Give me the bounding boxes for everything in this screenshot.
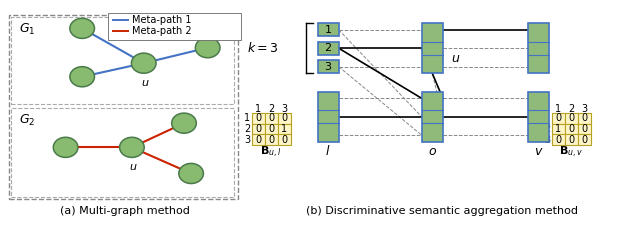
FancyBboxPatch shape [422,23,443,73]
Text: 3: 3 [244,135,250,145]
FancyBboxPatch shape [578,113,591,124]
Text: $o$: $o$ [428,145,437,158]
Circle shape [53,137,78,158]
Text: 0: 0 [581,124,588,134]
FancyBboxPatch shape [108,13,241,40]
FancyBboxPatch shape [317,23,339,36]
Text: 0: 0 [268,113,275,123]
Text: 0: 0 [568,124,574,134]
Text: $\mathbf{B}_{u,l}$: $\mathbf{B}_{u,l}$ [260,145,282,160]
FancyBboxPatch shape [265,124,278,134]
Text: 3: 3 [544,135,550,145]
Text: 3: 3 [581,104,588,113]
Text: $G_2$: $G_2$ [19,112,36,128]
FancyBboxPatch shape [422,92,443,142]
Text: $l$: $l$ [325,144,331,158]
Text: (b) Discriminative semantic aggregation method: (b) Discriminative semantic aggregation … [306,206,578,216]
Text: 0: 0 [556,135,561,145]
Text: 2: 2 [244,124,250,134]
FancyBboxPatch shape [578,124,591,134]
Text: 2: 2 [568,104,575,113]
Text: $G_1$: $G_1$ [19,22,36,37]
FancyBboxPatch shape [552,134,565,145]
Text: 0: 0 [281,113,287,123]
Text: 0: 0 [568,113,574,123]
Text: $u$: $u$ [129,162,138,172]
FancyBboxPatch shape [529,23,550,73]
Text: (a) Multi-graph method: (a) Multi-graph method [60,206,189,216]
Text: Meta-path 1: Meta-path 1 [132,15,191,25]
FancyBboxPatch shape [565,113,578,124]
Text: 0: 0 [255,124,261,134]
FancyBboxPatch shape [578,134,591,145]
Text: 1: 1 [544,113,550,123]
Circle shape [131,53,156,73]
FancyBboxPatch shape [552,113,565,124]
Text: 1: 1 [281,124,287,134]
Text: 2: 2 [544,124,550,134]
Circle shape [195,38,220,58]
FancyBboxPatch shape [278,124,291,134]
Text: 0: 0 [255,135,261,145]
Text: 0: 0 [556,113,561,123]
Text: $u$: $u$ [451,52,460,65]
Text: 1: 1 [556,124,561,134]
Text: 1: 1 [255,104,261,113]
FancyBboxPatch shape [265,134,278,145]
FancyBboxPatch shape [278,134,291,145]
Circle shape [120,137,144,158]
Text: 2: 2 [324,43,332,53]
Text: 0: 0 [581,113,588,123]
Text: 3: 3 [324,62,332,72]
Circle shape [179,163,204,184]
FancyBboxPatch shape [317,92,339,142]
FancyBboxPatch shape [529,92,550,142]
Text: 0: 0 [255,113,261,123]
Circle shape [70,67,95,87]
Text: 1: 1 [556,104,561,113]
FancyBboxPatch shape [317,60,339,73]
Text: $u$: $u$ [141,78,149,88]
Text: 1: 1 [244,113,250,123]
FancyBboxPatch shape [252,113,265,124]
Circle shape [172,113,196,133]
FancyBboxPatch shape [565,134,578,145]
FancyBboxPatch shape [565,124,578,134]
Text: 0: 0 [268,124,275,134]
Text: 2: 2 [268,104,275,113]
Text: 0: 0 [281,135,287,145]
FancyBboxPatch shape [252,124,265,134]
Text: 0: 0 [581,135,588,145]
Text: 0: 0 [568,135,574,145]
Text: Meta-path 2: Meta-path 2 [132,26,191,36]
Text: $v$: $v$ [534,145,544,158]
Text: 0: 0 [268,135,275,145]
FancyBboxPatch shape [252,134,265,145]
Text: 3: 3 [281,104,287,113]
FancyBboxPatch shape [317,42,339,55]
Circle shape [70,18,95,38]
Text: $\mathbf{B}_{u,v}$: $\mathbf{B}_{u,v}$ [559,145,584,160]
FancyBboxPatch shape [265,113,278,124]
FancyBboxPatch shape [278,113,291,124]
Text: 1: 1 [324,25,332,35]
Text: $k=3$: $k=3$ [247,41,278,55]
FancyBboxPatch shape [552,124,565,134]
